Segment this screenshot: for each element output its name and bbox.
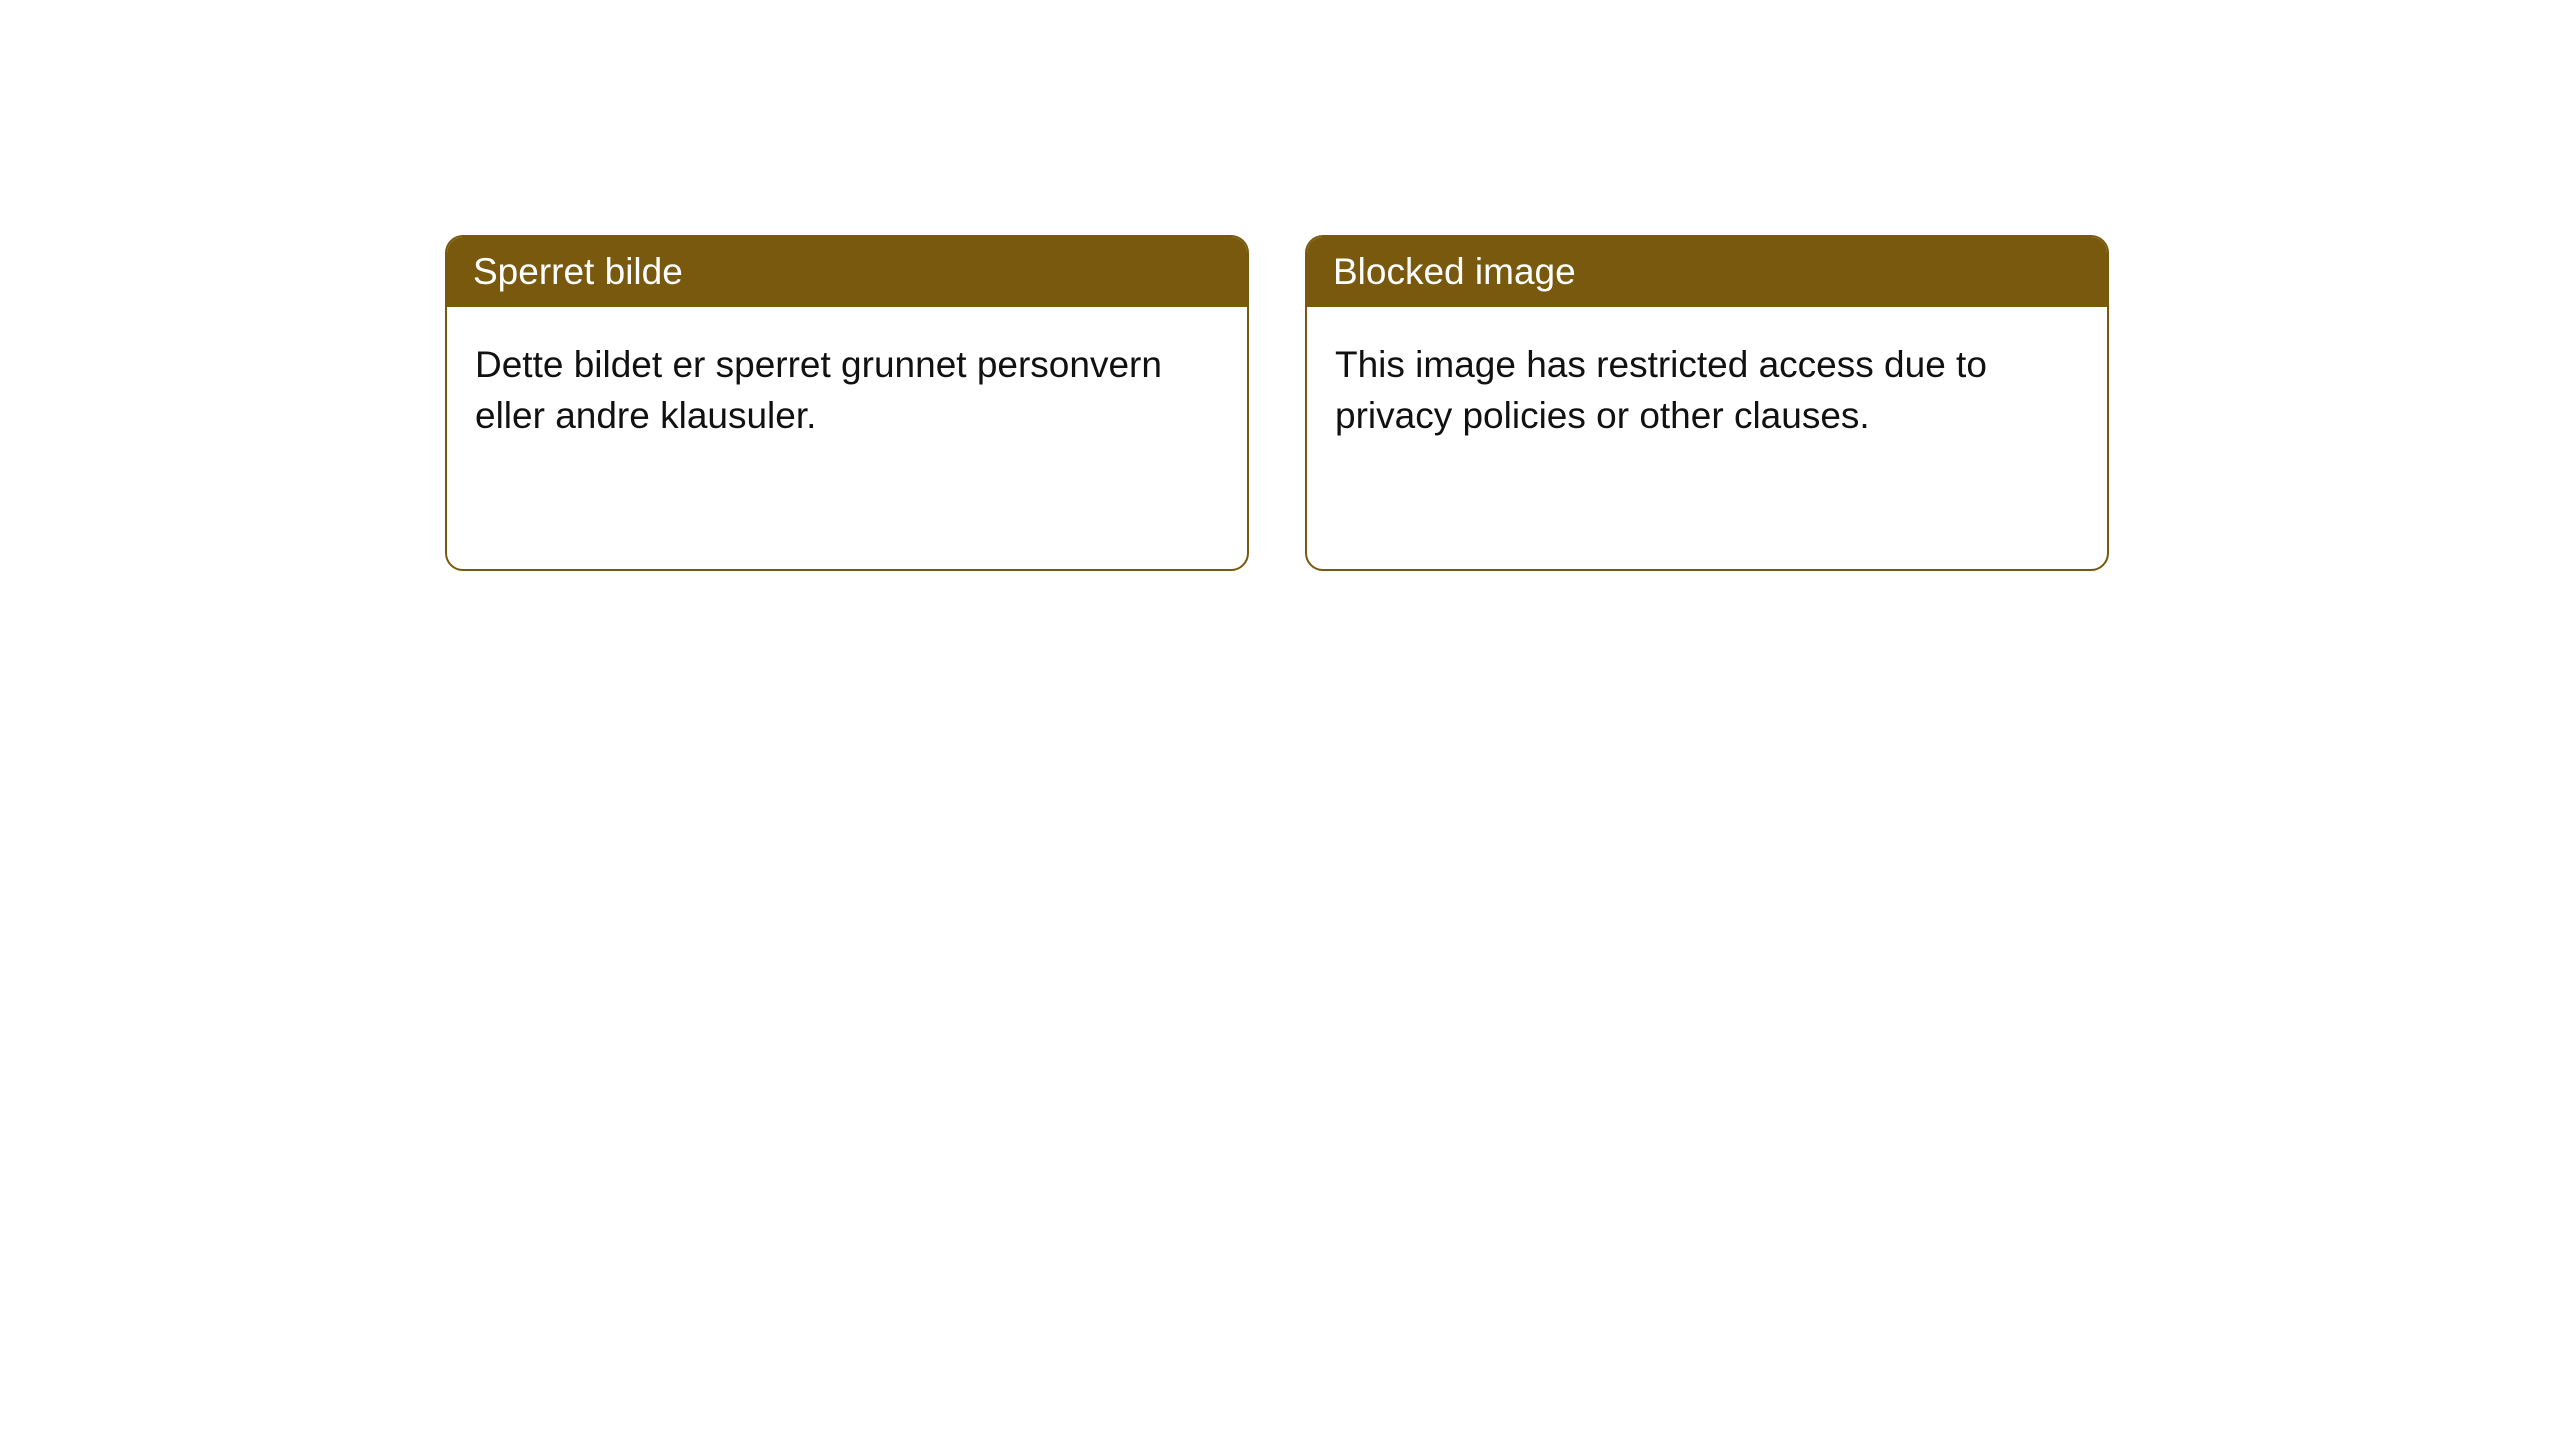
notice-card-title: Blocked image bbox=[1307, 237, 2107, 307]
notice-card-norwegian: Sperret bilde Dette bildet er sperret gr… bbox=[445, 235, 1249, 571]
notice-card-body: This image has restricted access due to … bbox=[1307, 307, 2107, 469]
notice-card-english: Blocked image This image has restricted … bbox=[1305, 235, 2109, 571]
blocked-image-notices: Sperret bilde Dette bildet er sperret gr… bbox=[445, 235, 2109, 571]
notice-card-title: Sperret bilde bbox=[447, 237, 1247, 307]
notice-card-body: Dette bildet er sperret grunnet personve… bbox=[447, 307, 1247, 469]
